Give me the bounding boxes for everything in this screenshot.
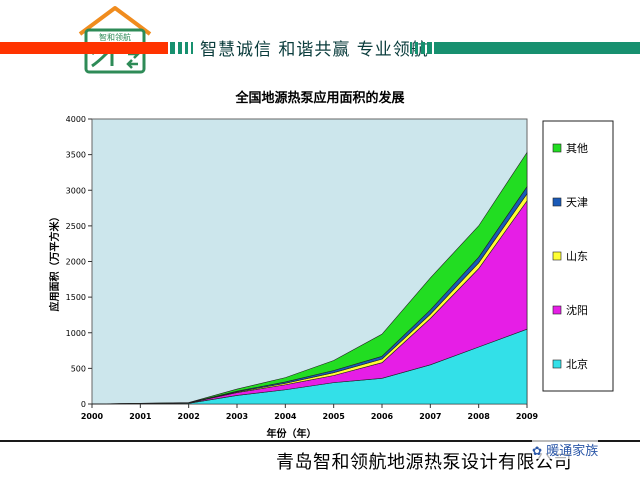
legend-swatch-0 (552, 143, 562, 153)
y-tick-label-1: 500 (71, 364, 86, 373)
x-tick-label-0: 2000 (81, 412, 104, 421)
x-tick-label-7: 2007 (419, 412, 441, 421)
header-stripes-right (410, 42, 432, 54)
legend-swatch-3 (552, 305, 562, 315)
y-tick-label-5: 2500 (66, 222, 86, 231)
x-tick-label-1: 2001 (129, 412, 152, 421)
y-axis-title: 应用面积（万平方米） (48, 212, 61, 312)
header-red-bar (0, 42, 168, 54)
legend-label-0: 其他 (566, 142, 588, 155)
x-tick-label-2: 2002 (178, 412, 200, 421)
legend-swatch-1 (552, 197, 562, 207)
logo-text: 智和领航 (99, 32, 131, 42)
watermark: ✿ 暖通家族 (532, 440, 599, 459)
x-tick-label-3: 2003 (226, 412, 248, 421)
y-tick-label-2: 1000 (66, 329, 86, 338)
y-tick-label-8: 4000 (66, 115, 86, 124)
wechat-icon: ✿ (532, 444, 543, 458)
footer-company-name: 青岛智和领航地源热泵设计有限公司 (276, 452, 572, 473)
header-green-bar (434, 42, 640, 54)
x-tick-label-5: 2005 (323, 412, 346, 421)
x-tick-label-8: 2008 (468, 412, 491, 421)
legend-label-1: 天津 (566, 196, 588, 209)
y-tick-label-4: 2000 (66, 258, 86, 267)
y-tick-label-3: 1500 (66, 293, 86, 302)
watermark-text: 暖通家族 (546, 444, 599, 459)
header-slogan: 智慧诚信 和谐共赢 专业领航 (200, 40, 429, 60)
y-tick-label-7: 3500 (66, 151, 86, 160)
x-tick-label-9: 2009 (516, 412, 539, 421)
header-stripes-left (170, 42, 193, 54)
legend-label-4: 北京 (566, 357, 588, 371)
x-axis-title: 年份（年） (267, 427, 317, 440)
y-tick-label-0: 0 (81, 400, 86, 409)
x-tick-label-6: 2006 (371, 412, 394, 421)
y-tick-label-6: 3000 (66, 186, 86, 195)
footer-divider (0, 440, 640, 442)
area-series-4 (91, 151, 528, 405)
chart-title: 全国地源热泵应用面积的发展 (235, 91, 405, 106)
legend-swatch-2 (552, 251, 562, 261)
legend-label-2: 山东 (566, 250, 588, 263)
area-chart: 0 500 1000 1500 2000 2500 3000 3500 4000 2000 2001… (48, 115, 614, 440)
legend-label-3: 沈阳 (566, 303, 588, 317)
legend-swatch-4 (552, 359, 562, 369)
x-tick-label-4: 2004 (274, 412, 297, 421)
